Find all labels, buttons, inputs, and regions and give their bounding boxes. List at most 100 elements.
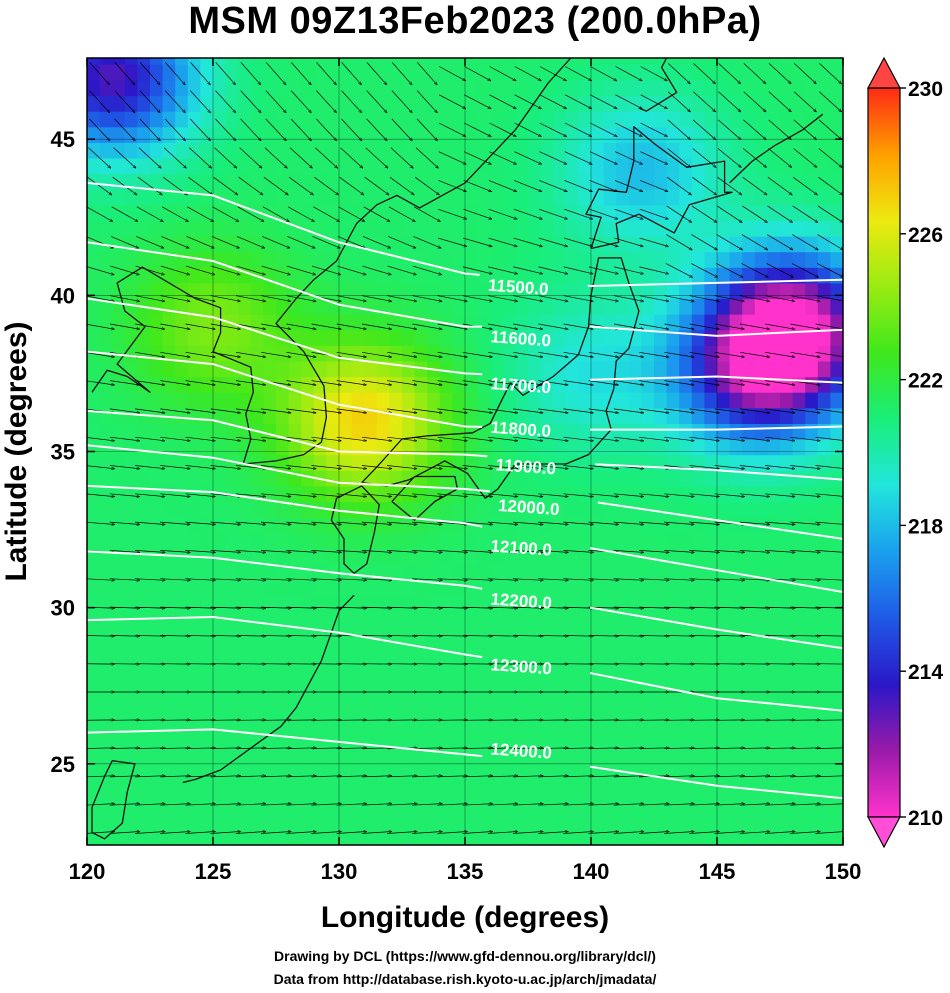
field-cell: [250, 610, 264, 627]
field-cell: [792, 735, 806, 752]
field-cell: [792, 360, 806, 378]
field-cell: [162, 657, 176, 674]
field-cell: [150, 563, 164, 581]
field-cell: [641, 236, 655, 253]
field-cell: [603, 688, 617, 705]
field-cell: [213, 657, 227, 674]
field-cell: [376, 439, 390, 456]
field-cell: [515, 813, 529, 830]
field-cell: [515, 95, 529, 112]
field-cell: [817, 548, 831, 565]
field-cell: [515, 204, 529, 221]
field-cell: [427, 735, 441, 752]
field-cell: [465, 595, 479, 612]
field-cell: [767, 766, 781, 784]
field-cell: [830, 376, 843, 393]
field-cell: [502, 813, 516, 830]
field-cell: [414, 267, 428, 284]
field-cell: [502, 95, 516, 112]
field-cell: [124, 642, 138, 659]
field-cell: [817, 142, 831, 159]
field-cell: [729, 642, 743, 659]
field-cell: [99, 813, 113, 830]
wind-arrow: [87, 521, 115, 524]
field-cell: [490, 532, 504, 549]
field-cell: [301, 157, 315, 175]
field-cell: [339, 501, 353, 518]
field-cell: [250, 58, 264, 65]
field-cell: [452, 189, 466, 206]
field-cell: [817, 798, 831, 815]
field-cell: [805, 173, 819, 190]
field-cell: [263, 251, 277, 268]
field-cell: [326, 157, 340, 175]
field-cell: [351, 298, 365, 315]
field-cell: [742, 548, 756, 565]
field-cell: [616, 220, 630, 237]
field-cell: [465, 532, 479, 549]
field-cell: [402, 126, 416, 143]
field-cell: [817, 95, 831, 112]
field-cell: [150, 782, 164, 799]
field-cell: [124, 517, 138, 534]
field-cell: [654, 720, 668, 737]
field-cell: [704, 142, 718, 159]
field-cell: [477, 189, 491, 206]
field-cell: [528, 610, 542, 627]
field-cell: [364, 485, 378, 503]
field-cell: [276, 360, 290, 378]
field-cell: [364, 314, 378, 331]
field-cell: [666, 751, 680, 768]
field-cell: [477, 470, 491, 487]
field-cell: [528, 704, 542, 721]
field-cell: [439, 579, 453, 596]
field-cell: [124, 829, 138, 845]
field-cell: [200, 610, 214, 627]
field-cell: [87, 688, 101, 705]
field-cell: [414, 595, 428, 612]
field-cell: [427, 439, 441, 456]
field-cell: [339, 720, 353, 737]
field-cell: [162, 360, 176, 378]
field-cell: [817, 189, 831, 206]
field-cell: [439, 111, 453, 128]
field-cell: [301, 517, 315, 534]
field-cell: [578, 751, 592, 768]
field-cell: [137, 720, 151, 737]
field-cell: [414, 751, 428, 768]
field-cell: [376, 642, 390, 659]
field-cell: [313, 501, 327, 518]
field-cell: [666, 236, 680, 253]
field-cell: [452, 111, 466, 128]
field-cell: [565, 423, 579, 440]
field-cell: [124, 813, 138, 830]
field-cell: [175, 64, 189, 81]
field-cell: [641, 610, 655, 627]
field-cell: [326, 314, 340, 331]
field-cell: [704, 298, 718, 315]
field-cell: [490, 251, 504, 268]
field-cell: [654, 95, 668, 112]
field-cell: [490, 189, 504, 206]
colorbar-over-triangle: [867, 56, 901, 89]
field-cell: [679, 766, 693, 784]
field-cell: [225, 58, 239, 65]
field-cell: [452, 642, 466, 659]
field-cell: [175, 610, 189, 627]
field-cell: [666, 657, 680, 674]
field-cell: [301, 376, 315, 393]
field-cell: [540, 642, 554, 659]
field-cell: [439, 329, 453, 346]
field-cell: [830, 111, 843, 128]
field-cell: [402, 58, 416, 65]
field-cell: [767, 189, 781, 206]
field-cell: [578, 813, 592, 830]
field-cell: [767, 470, 781, 487]
field-cell: [817, 204, 831, 221]
field-cell: [87, 360, 101, 378]
field-cell: [225, 782, 239, 799]
field-cell: [200, 267, 214, 284]
field-cell: [263, 439, 277, 456]
field-cell: [817, 657, 831, 674]
field-cell: [439, 251, 453, 268]
